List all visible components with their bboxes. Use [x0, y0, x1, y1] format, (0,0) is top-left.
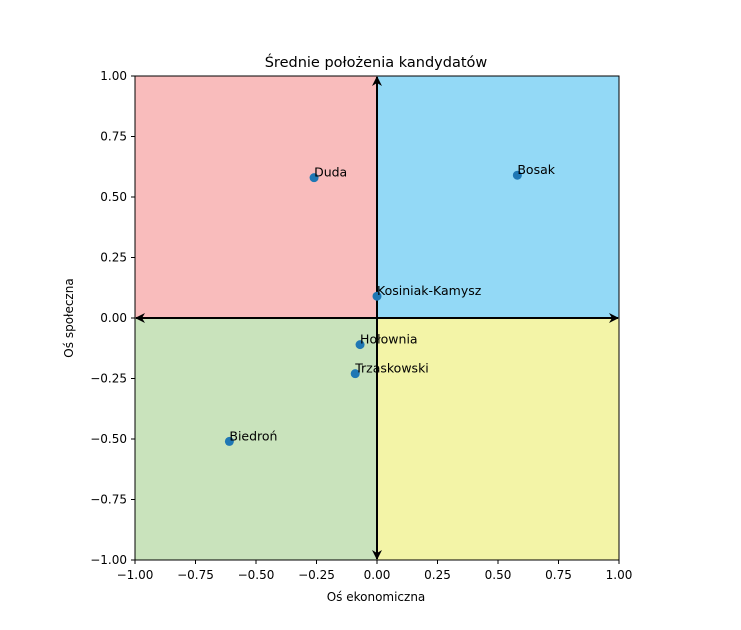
x-tick-label: 0.25 [424, 568, 451, 582]
data-point-label: Kosiniak-Kamysz [377, 283, 482, 298]
y-axis-ticks: −1.00 −0.75 −0.50 −0.25 0.00 0.25 0.50 0.75 1.00 [90, 69, 135, 567]
y-tick-label: −0.75 [90, 493, 127, 507]
data-points: Duda Bosak Kosiniak-Kamysz Hołownia Trzaskow… [224, 162, 556, 446]
data-point-marker [350, 369, 360, 379]
data-point-marker [372, 291, 382, 301]
x-tick-label: 0.50 [485, 568, 512, 582]
x-axis-ticks: −1.00 −0.75 −0.50 −0.25 0.00 0.25 0.50 0.75 1.00 [117, 560, 633, 582]
y-tick-label: 0.75 [100, 130, 127, 144]
data-point-label: Biedroń [229, 428, 277, 443]
data-point-marker [355, 340, 365, 350]
y-tick-label: 0.00 [100, 311, 127, 325]
quadrant-top-right [377, 76, 619, 318]
data-point-marker [512, 170, 522, 180]
y-tick-label: 0.50 [100, 190, 127, 204]
data-point-label: Hołownia [360, 332, 418, 347]
y-tick-label: −0.25 [90, 372, 127, 386]
x-tick-label: 1.00 [606, 568, 633, 582]
data-point-label: Bosak [517, 162, 555, 177]
plot-area [134, 75, 620, 561]
quadrant-bottom-left [135, 318, 377, 560]
x-tick-label: 0.75 [545, 568, 572, 582]
data-point-marker [224, 436, 234, 446]
y-tick-label: −0.50 [90, 432, 127, 446]
y-tick-label: −1.00 [90, 553, 127, 567]
x-tick-label: 0.00 [364, 568, 391, 582]
quadrant-top-left [135, 76, 377, 318]
y-axis-label: Oś społeczna [62, 278, 76, 357]
data-point-marker [309, 173, 319, 183]
x-tick-label: −0.25 [298, 568, 335, 582]
x-tick-label: −0.50 [238, 568, 275, 582]
data-point-label: Trzaskowski [354, 361, 429, 376]
x-tick-label: −0.75 [177, 568, 214, 582]
data-point-label: Duda [314, 165, 347, 180]
chart-title: Średnie położenia kandydatów [265, 53, 488, 71]
x-tick-label: −1.00 [117, 568, 154, 582]
quadrant-bottom-right [377, 318, 619, 560]
x-axis-label: Oś ekonomiczna [327, 590, 426, 604]
y-tick-label: 1.00 [100, 69, 127, 83]
y-tick-label: 0.25 [100, 251, 127, 265]
